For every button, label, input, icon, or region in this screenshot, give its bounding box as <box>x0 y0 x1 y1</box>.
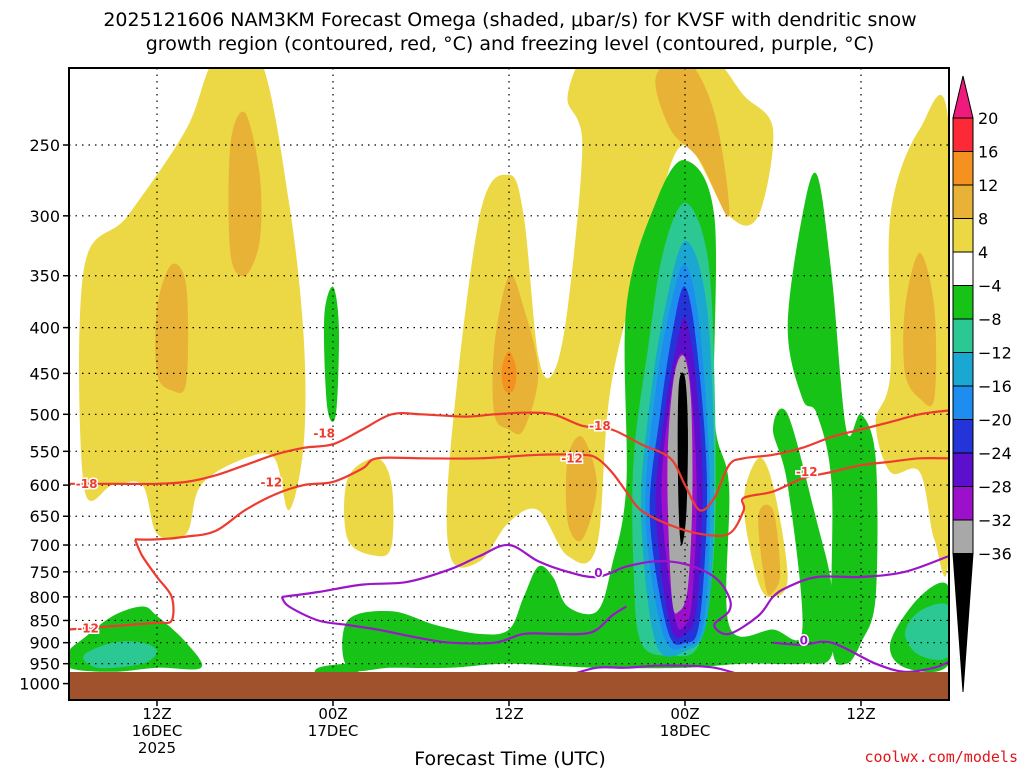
colorbar-segment-11 <box>952 486 974 521</box>
omega-region-g2 <box>83 641 157 669</box>
omega-region-w7 <box>501 351 517 393</box>
colorbar-segment-4 <box>952 251 974 286</box>
colorbar-segment-12 <box>952 519 974 554</box>
omega-region-w11 <box>758 504 781 596</box>
omega-region-c8 <box>677 372 688 546</box>
chart-title-line-1: 2025121606 NAM3KM Forecast Omega (shaded… <box>103 9 916 31</box>
x-tick-label-0-1: 16DEC <box>132 722 183 740</box>
colorbar-label-12: −32 <box>978 511 1012 530</box>
freezing-contour-1 <box>280 596 627 645</box>
dgz-label-6: -12 <box>796 465 818 479</box>
omega-region-w3 <box>228 111 262 277</box>
y-tick-label-750: 750 <box>29 563 60 582</box>
axes: 250 300 350 400 450 500 550 600 650 700 750 800 850 9… <box>19 136 875 757</box>
y-tick-label-600: 600 <box>29 476 60 495</box>
y-tick-label-250: 250 <box>29 136 60 155</box>
omega-colorbar: 20 16 12 8 4 −4 −8 −12 −16 −20 −24 −28 −32 −36 <box>952 75 1012 693</box>
colorbar-label-5: −4 <box>978 277 1002 296</box>
y-tick-label-800: 800 <box>29 588 60 607</box>
colorbar-segment-3 <box>952 218 974 253</box>
x-tick-label-1-0: 00Z <box>318 705 347 723</box>
x-tick-label-3-0: 00Z <box>670 705 699 723</box>
colorbar-top-triangle <box>952 75 974 119</box>
omega-region-w1 <box>79 68 306 540</box>
x-axis-label: Forecast Time (UTC) <box>414 748 605 768</box>
y-tick-label-1000: 1000 <box>19 675 60 694</box>
colorbar-label-4: 4 <box>978 243 988 262</box>
y-tick-label-900: 900 <box>29 634 60 653</box>
site-credit: coolwx.com/models <box>864 748 1018 766</box>
colorbar-bottom-triangle <box>952 553 974 693</box>
colorbar-segment-9 <box>952 419 974 454</box>
colorbar-label-3: 8 <box>978 210 988 229</box>
y-tick-label-300: 300 <box>29 207 60 226</box>
colorbar-label-7: −12 <box>978 344 1012 363</box>
dgz-label-7: -12 <box>77 622 99 636</box>
dgz-label-5: -12 <box>561 451 583 465</box>
omega-region-w5 <box>446 68 774 568</box>
colorbar-segment-8 <box>952 385 974 420</box>
x-tick-label-4-0: 12Z <box>846 705 875 723</box>
freezing-contour-2 <box>567 664 745 677</box>
y-tick-label-950: 950 <box>29 655 60 674</box>
omega-region-g6 <box>787 172 878 665</box>
y-tick-label-350: 350 <box>29 267 60 286</box>
y-tick-label-650: 650 <box>29 507 60 526</box>
omega-shading-layer <box>69 68 949 677</box>
omega-region-w6 <box>492 274 539 435</box>
freezing-contour-3 <box>772 640 949 673</box>
colorbar-segment-6 <box>952 318 974 353</box>
omega-region-w2 <box>155 263 189 394</box>
colorbar-label-0: 20 <box>978 109 998 128</box>
omega-region-w9 <box>655 68 730 217</box>
chart-title-line-2: growth region (contoured, red, °C) and f… <box>146 33 875 55</box>
freezing-contour-0 <box>281 543 949 636</box>
y-tick-label-450: 450 <box>29 364 60 383</box>
colorbar-segment-7 <box>952 352 974 387</box>
colorbar-label-8: −16 <box>978 377 1012 396</box>
y-tick-label-400: 400 <box>29 319 60 338</box>
temperature-contours: -18 -18 -18 -12 -12 -12 -12 0 0 <box>69 409 949 677</box>
omega-region-g8 <box>905 603 949 660</box>
omega-region-w8 <box>565 435 597 542</box>
omega-region-g4 <box>323 286 339 422</box>
colorbar-segment-2 <box>952 184 974 219</box>
colorbar-label-9: −20 <box>978 411 1012 430</box>
dgz-label-1: -18 <box>76 477 98 491</box>
colorbar-segment-10 <box>952 452 974 487</box>
colorbar-segment-5 <box>952 285 974 320</box>
freezing-label-1: 0 <box>594 566 602 580</box>
dgz-label-2: -18 <box>313 426 335 440</box>
pressure-gridlines <box>69 68 949 700</box>
dgz-label-4: -12 <box>261 476 283 490</box>
colorbar-label-13: −36 <box>978 545 1012 564</box>
x-tick-label-2-0: 12Z <box>494 705 523 723</box>
colorbar-label-11: −28 <box>978 478 1012 497</box>
dgz-label-3: -18 <box>589 419 611 433</box>
colorbar-segment-0 <box>952 117 974 152</box>
x-tick-label-0-2: 2025 <box>138 739 176 757</box>
y-tick-label-850: 850 <box>29 611 60 630</box>
colorbar-label-6: −8 <box>978 310 1002 329</box>
omega-region-w4 <box>344 458 394 557</box>
x-tick-label-3-1: 18DEC <box>660 722 711 740</box>
x-tick-label-1-1: 17DEC <box>308 722 359 740</box>
colorbar-label-10: −24 <box>978 444 1012 463</box>
x-tick-label-0-0: 12Z <box>142 705 171 723</box>
y-tick-label-550: 550 <box>29 442 60 461</box>
colorbar-label-2: 12 <box>978 176 998 195</box>
y-tick-label-500: 500 <box>29 405 60 424</box>
colorbar-segment-1 <box>952 151 974 186</box>
freezing-label-2: 0 <box>800 634 808 648</box>
dgz-contour-0 <box>69 409 949 512</box>
omega-region-w13 <box>903 252 937 407</box>
colorbar-label-1: 16 <box>978 143 998 162</box>
ground-surface <box>69 672 949 700</box>
dgz-contour-2 <box>69 538 175 631</box>
dgz-contour-1 <box>134 453 949 541</box>
y-tick-label-700: 700 <box>29 536 60 555</box>
